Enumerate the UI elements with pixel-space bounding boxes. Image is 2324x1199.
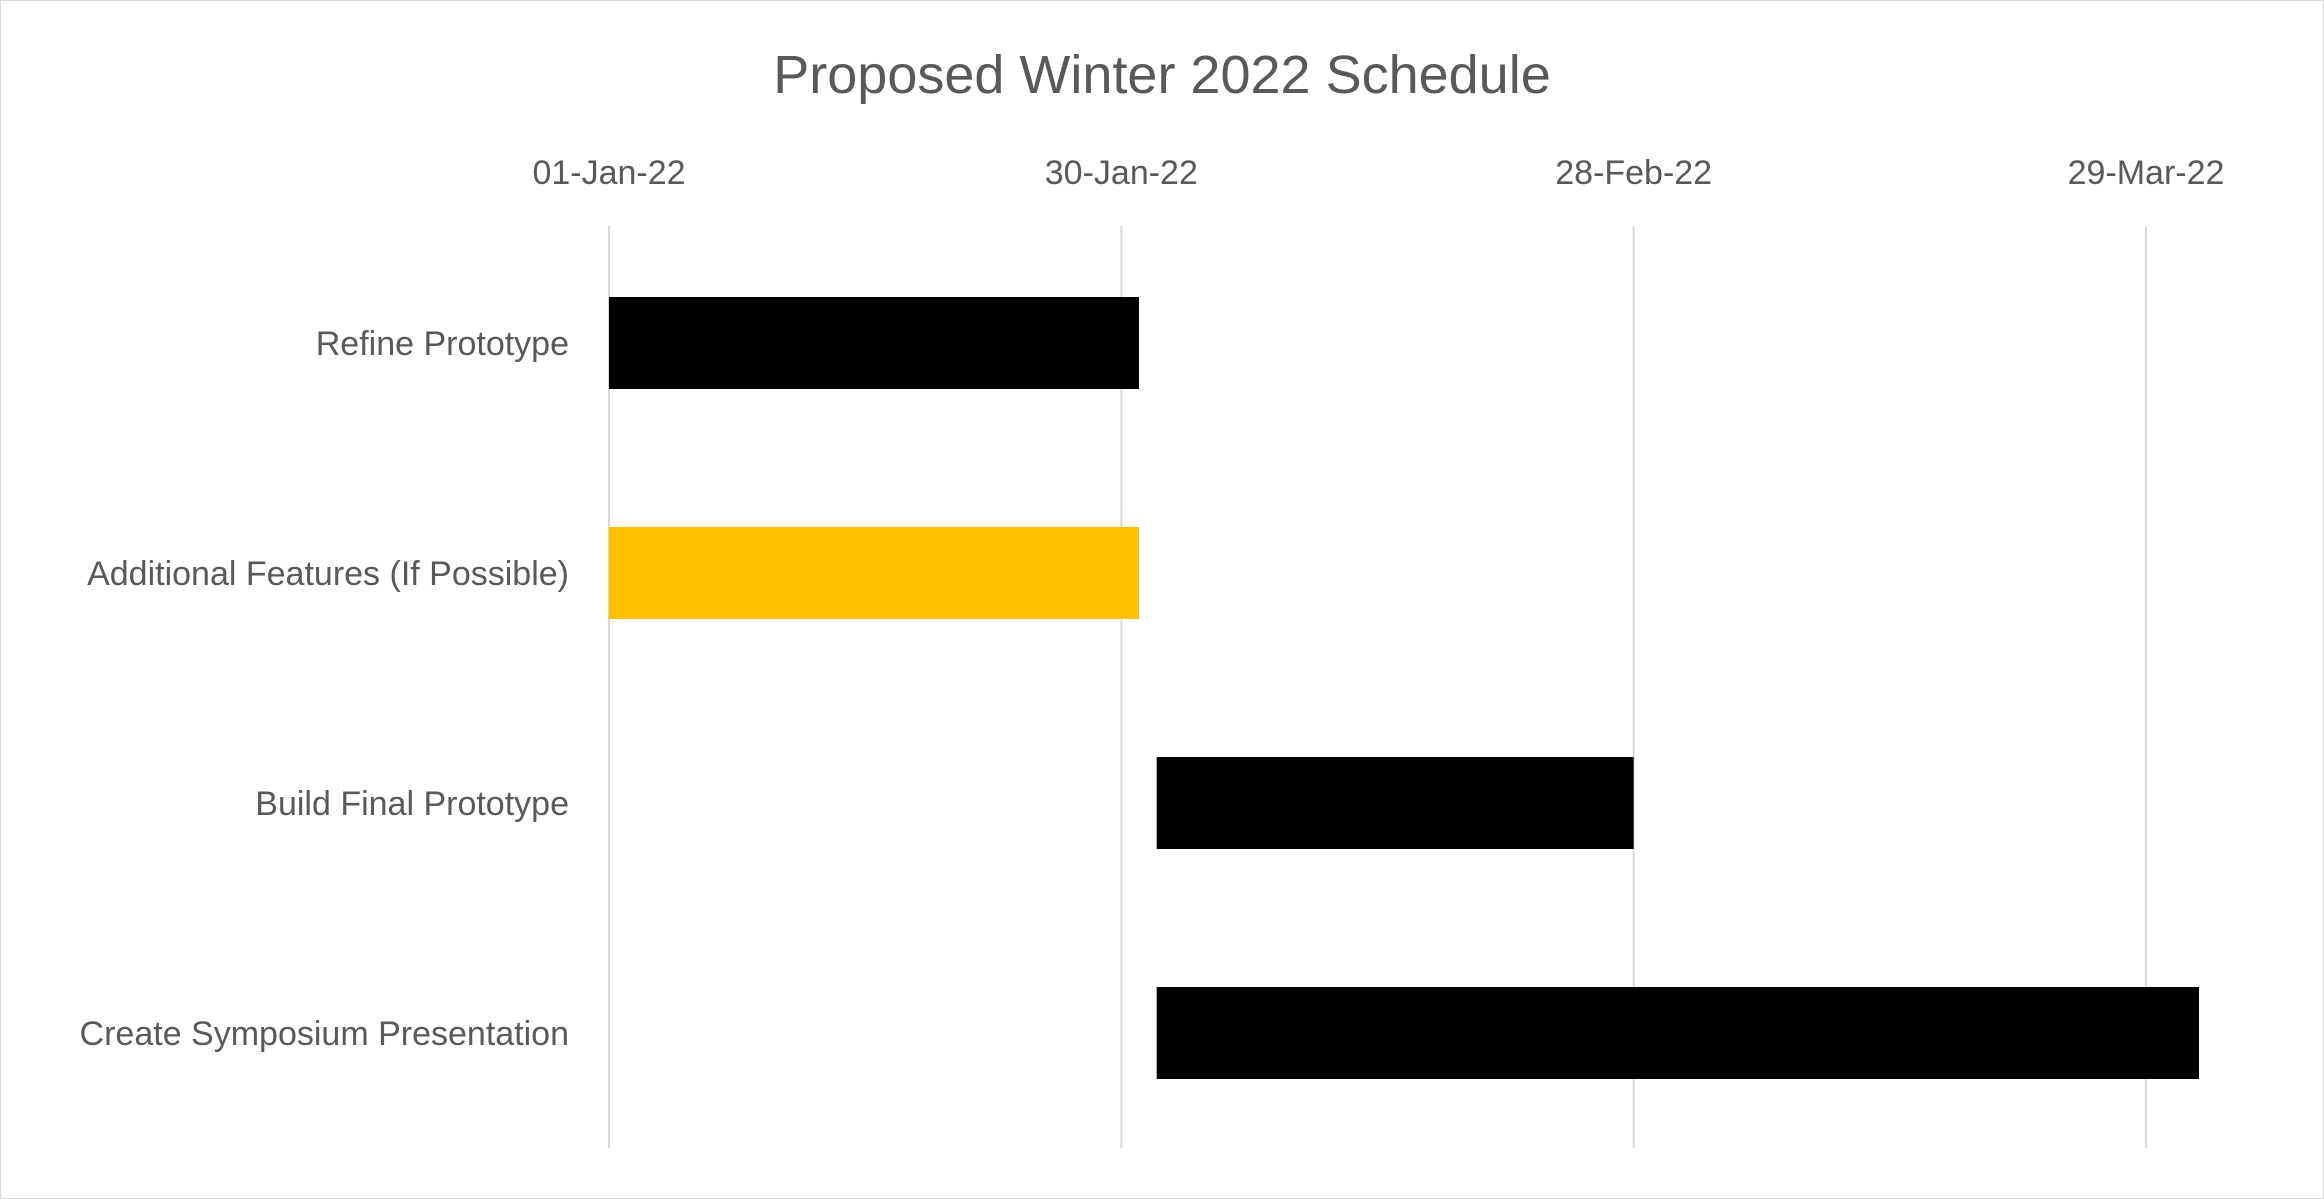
task-label: Refine Prototype xyxy=(316,325,569,363)
task-bar xyxy=(609,527,1139,619)
task-bars xyxy=(609,297,2199,1079)
x-axis-ticks: 01-Jan-22 30-Jan-22 28-Feb-22 29-Mar-22 xyxy=(532,154,2224,192)
x-tick-label: 28-Feb-22 xyxy=(1555,154,1712,192)
task-bar xyxy=(1156,987,2199,1079)
task-labels: Refine Prototype Additional Features (If … xyxy=(80,325,569,1053)
task-label: Build Final Prototype xyxy=(255,785,569,823)
task-bar xyxy=(609,297,1139,389)
chart-title: Proposed Winter 2022 Schedule xyxy=(773,45,1551,105)
x-tick-label: 01-Jan-22 xyxy=(532,154,685,192)
x-tick-label: 29-Mar-22 xyxy=(2068,154,2225,192)
x-tick-label: 30-Jan-22 xyxy=(1045,154,1198,192)
task-label: Create Symposium Presentation xyxy=(80,1015,569,1053)
task-label: Additional Features (If Possible) xyxy=(87,555,569,593)
task-bar xyxy=(1156,757,1634,849)
